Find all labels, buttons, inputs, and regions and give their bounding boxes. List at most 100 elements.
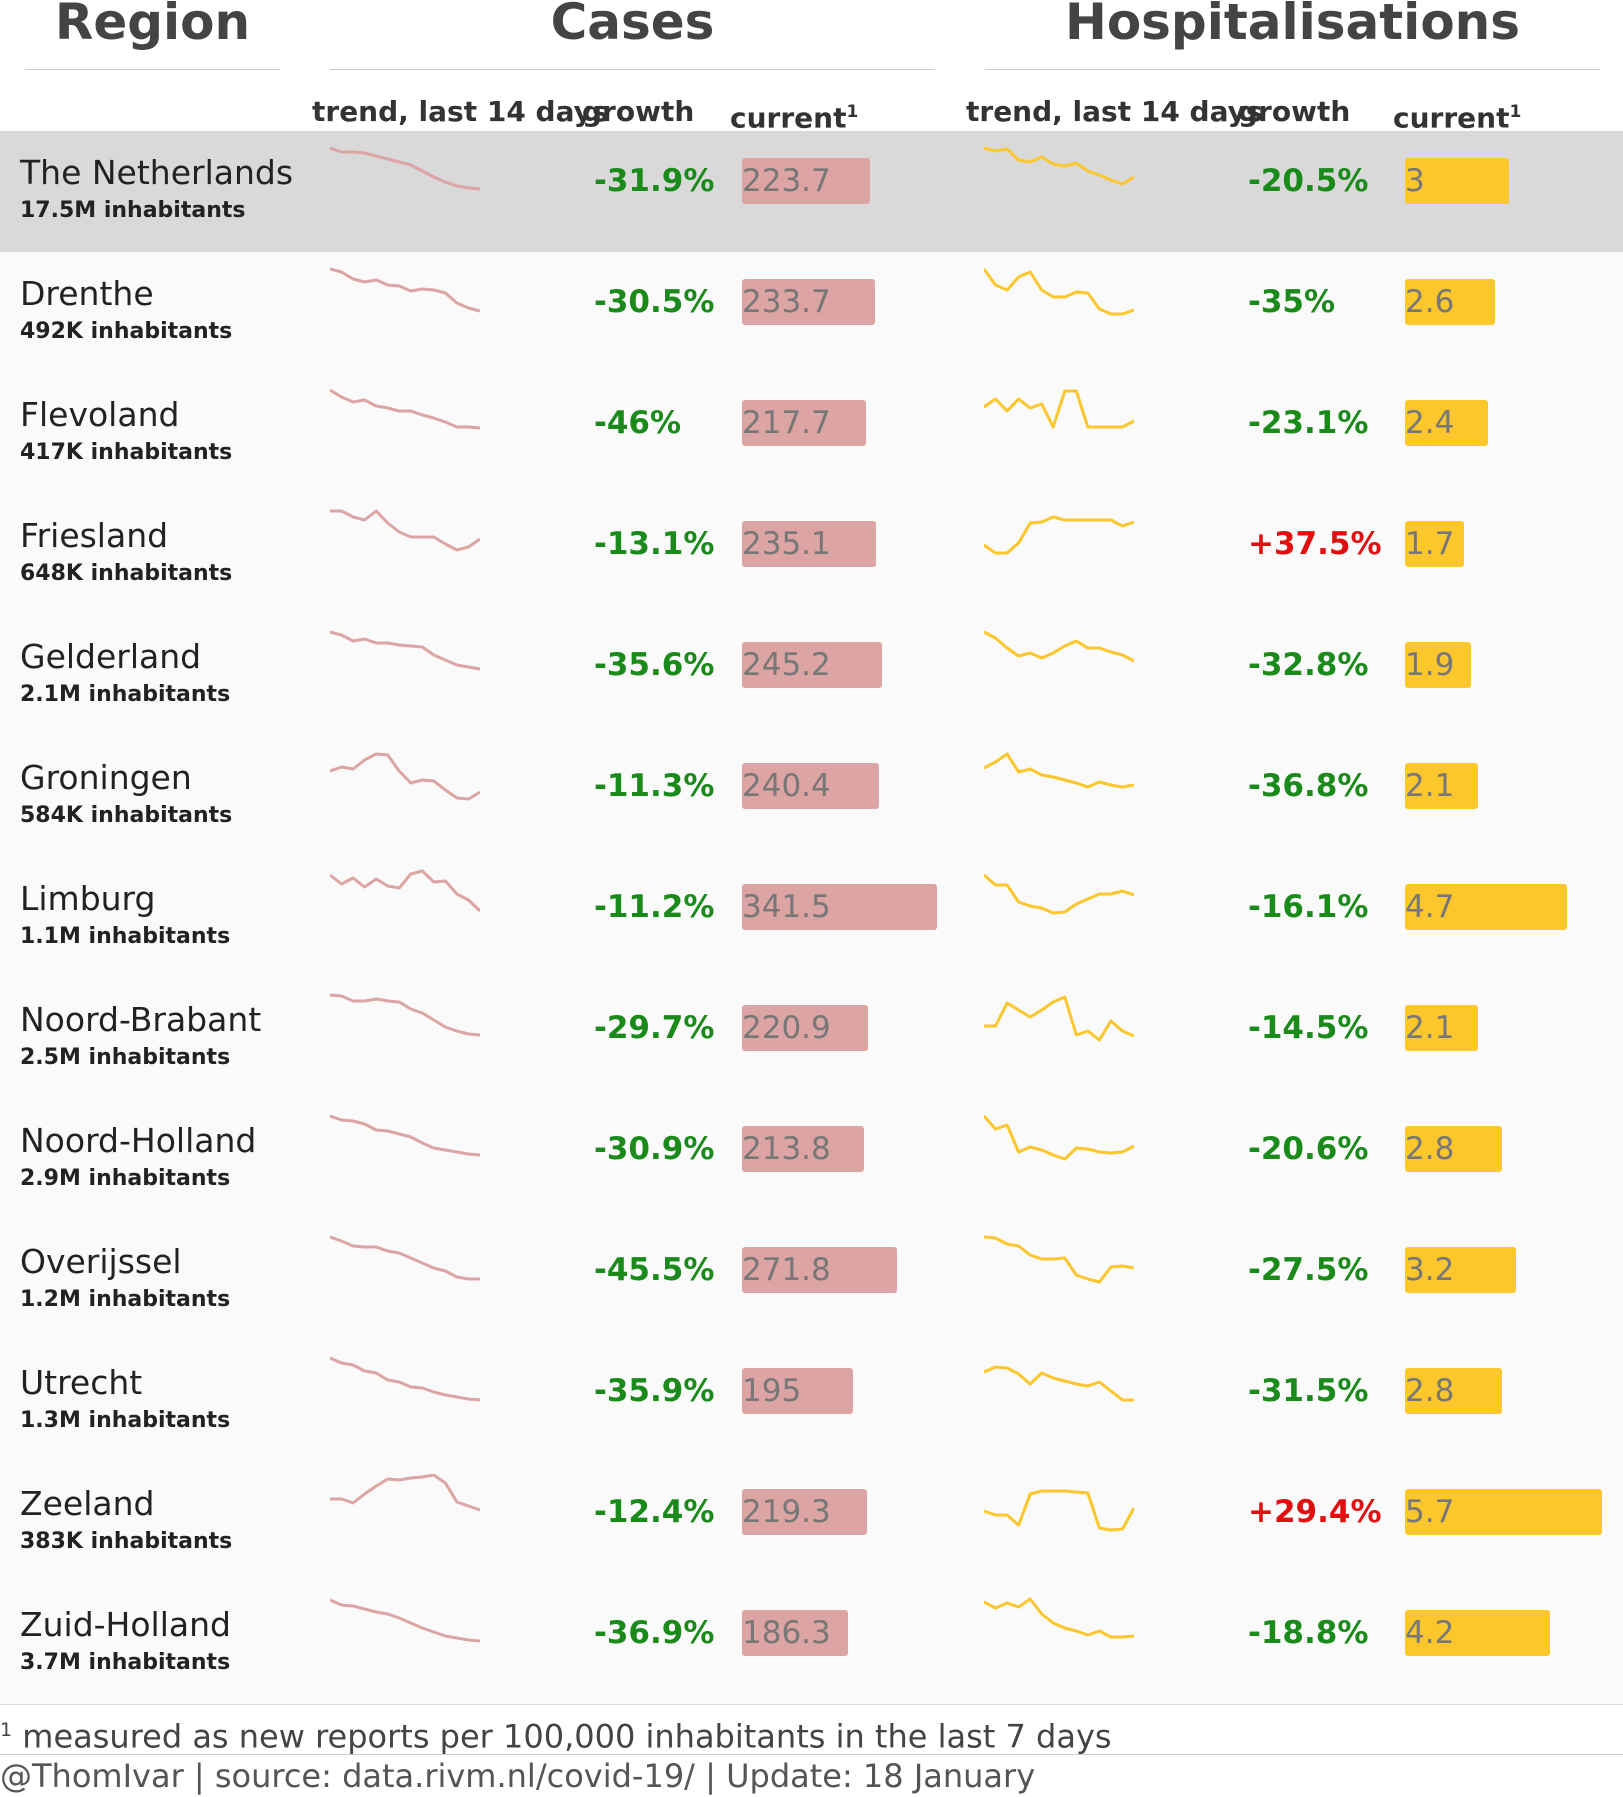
cases-trend-sparkline-line	[330, 1598, 480, 1643]
cases-trend-sparkline-line	[330, 752, 480, 801]
hosp-trend-sparkline-line	[984, 873, 1134, 915]
hosp-growth: -31.5%	[1248, 1373, 1369, 1409]
cases-growth: -35.9%	[594, 1373, 715, 1409]
cases-growth: -13.1%	[594, 526, 715, 562]
region-name: Limburg	[20, 879, 156, 918]
cases-current-bar	[742, 521, 877, 567]
col-head-hosp-growth: growth	[1238, 95, 1351, 128]
cases-growth: -11.2%	[594, 889, 715, 925]
col-head-cases-current: current1	[730, 101, 859, 135]
hosp-trend-sparkline	[984, 630, 1134, 663]
hosp-current-bar	[1405, 1005, 1478, 1051]
cases-current-bar	[742, 1005, 869, 1051]
cases-trend-sparkline-line	[330, 146, 480, 191]
cases-trend-sparkline	[330, 869, 480, 913]
cases-growth: -46%	[594, 405, 682, 441]
region-population: 1.1M inhabitants	[20, 924, 231, 949]
hosp-current-value: 4.2	[1405, 1615, 1455, 1651]
hosp-growth: +29.4%	[1248, 1494, 1382, 1530]
table-row: Overijssel 1.2M inhabitants -45.5% 271.8 -27…	[0, 1220, 1623, 1342]
hosp-current-value: 2.8	[1405, 1131, 1455, 1167]
table-row: Friesland 648K inhabitants -13.1% 235.1 +37.…	[0, 494, 1623, 616]
cases-current-bar	[742, 158, 870, 204]
table-row: Gelderland 2.1M inhabitants -35.6% 245.2 -32…	[0, 615, 1623, 737]
cases-current-bar	[742, 884, 937, 930]
source-line: @ThomIvar | source: data.rivm.nl/covid-1…	[0, 1757, 1036, 1795]
cases-current-value: 235.1	[742, 526, 831, 562]
cases-current-bar	[742, 763, 880, 809]
hosp-current-bar	[1405, 1368, 1502, 1414]
region-population: 417K inhabitants	[20, 440, 233, 465]
cases-trend-sparkline	[330, 267, 480, 313]
cases-trend-sparkline	[330, 509, 480, 552]
region-name: Drenthe	[20, 274, 154, 313]
region-name: Flevoland	[20, 395, 180, 434]
cases-trend-sparkline	[330, 146, 480, 191]
table-row: Groningen 584K inhabitants -11.3% 240.4 -36.…	[0, 736, 1623, 858]
cases-trend-sparkline	[330, 1114, 480, 1157]
region-name: Overijssel	[20, 1242, 182, 1281]
hosp-growth: -23.1%	[1248, 405, 1369, 441]
hosp-current-bar	[1405, 1610, 1551, 1656]
cases-growth: -29.7%	[594, 1010, 715, 1046]
hosp-trend-sparkline-line	[984, 995, 1134, 1042]
cases-trend-sparkline-line	[330, 630, 480, 671]
cases-current-value: 271.8	[742, 1252, 831, 1288]
cases-trend-sparkline	[330, 388, 480, 430]
table-row: Limburg 1.1M inhabitants -11.2% 341.5 -16.1%…	[0, 857, 1623, 979]
region-population: 1.2M inhabitants	[20, 1287, 231, 1312]
region-population: 584K inhabitants	[20, 803, 233, 828]
hosp-trend-sparkline-line	[984, 1235, 1134, 1284]
group-rule-hospitalisations	[985, 69, 1600, 70]
group-rule-region	[25, 69, 280, 70]
hosp-trend-sparkline-line	[984, 630, 1134, 663]
hosp-trend-sparkline	[984, 1115, 1134, 1161]
region-name: Gelderland	[20, 637, 202, 676]
hosp-current-bar	[1405, 521, 1464, 567]
cases-current-value: 233.7	[742, 284, 831, 320]
hosp-trend-sparkline	[984, 1597, 1134, 1639]
hosp-current-bar	[1405, 1489, 1602, 1535]
region-population: 492K inhabitants	[20, 319, 233, 344]
region-name: Noord-Brabant	[20, 1000, 262, 1039]
hosp-trend-sparkline	[984, 389, 1134, 429]
cases-growth: -36.9%	[594, 1615, 715, 1651]
hosp-current-bar	[1405, 642, 1471, 688]
hosp-trend-sparkline-line	[984, 515, 1134, 555]
group-title-hospitalisations: Hospitalisations	[1064, 0, 1521, 51]
cases-current-bar	[742, 642, 882, 688]
cases-trend-sparkline	[330, 1474, 480, 1512]
cases-current-value: 219.3	[742, 1494, 831, 1530]
region-name: The Netherlands	[20, 153, 294, 192]
hosp-current-value: 2.6	[1405, 284, 1455, 320]
table-row: Noord-Holland 2.9M inhabitants -30.9% 213.8…	[0, 1099, 1623, 1221]
hosp-trend-sparkline	[984, 146, 1134, 186]
footnote: 1 measured as new reports per 100,000 in…	[0, 1706, 1623, 1756]
hosp-current-value: 2.8	[1405, 1373, 1455, 1409]
cases-trend-sparkline-line	[330, 267, 480, 313]
hosp-trend-sparkline-line	[984, 1489, 1134, 1532]
region-name: Zeeland	[20, 1484, 155, 1523]
hosp-current-bar	[1405, 400, 1488, 446]
cases-current-bar	[742, 279, 876, 325]
cases-current-value: 195	[742, 1373, 802, 1409]
group-title-cases: Cases	[550, 0, 715, 51]
hosp-trend-sparkline-line	[984, 389, 1134, 429]
hosp-current-value: 2.1	[1405, 768, 1455, 804]
hosp-trend-sparkline	[984, 1489, 1134, 1532]
cases-growth: -30.9%	[594, 1131, 715, 1167]
hosp-trend-sparkline-line	[984, 1115, 1134, 1161]
group-title-region: Region	[54, 0, 251, 51]
hosp-growth: +37.5%	[1248, 526, 1382, 562]
cases-growth: -11.3%	[594, 768, 715, 804]
cases-trend-sparkline	[330, 1235, 480, 1281]
cases-trend-sparkline	[330, 630, 480, 671]
cases-trend-sparkline	[330, 1598, 480, 1643]
hosp-current-value: 3.2	[1405, 1252, 1455, 1288]
hosp-current-bar	[1405, 1126, 1502, 1172]
cases-trend-sparkline-line	[330, 869, 480, 913]
region-population: 2.5M inhabitants	[20, 1045, 231, 1070]
cases-current-value: 220.9	[742, 1010, 831, 1046]
region-name: Groningen	[20, 758, 192, 797]
cases-current-bar	[742, 400, 867, 446]
